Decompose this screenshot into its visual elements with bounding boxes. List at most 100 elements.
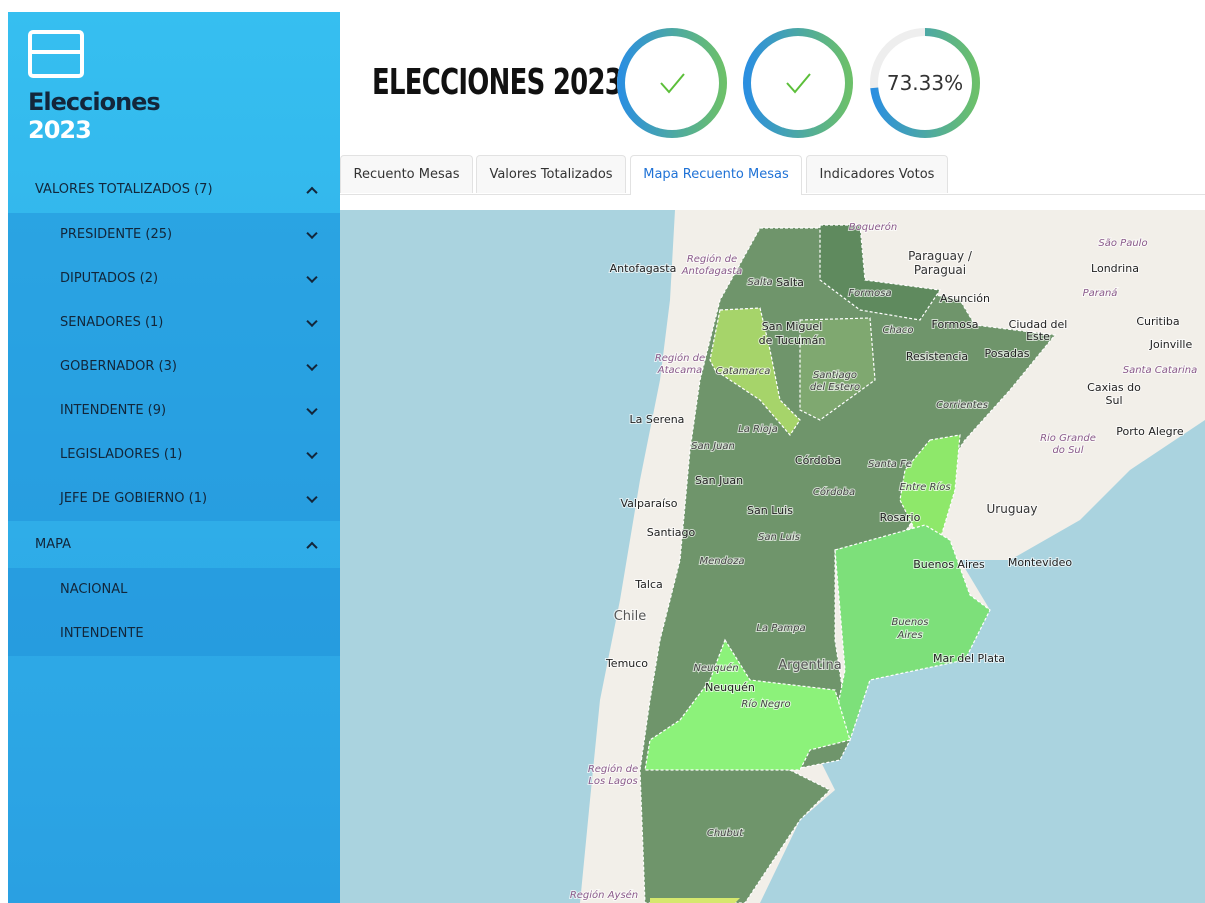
menu-item[interactable]: LEGISLADORES (1) [8, 433, 340, 477]
menu-item[interactable]: INTENDENTE [60, 626, 144, 641]
menu-item[interactable]: INTENDENTE (9) [8, 389, 340, 433]
progress-indicators: 73.33% [617, 28, 980, 138]
province [650, 898, 740, 903]
map-label: Santa Fe [868, 459, 912, 470]
map-label: Salta [776, 276, 804, 289]
map-label: Santiago [647, 526, 696, 539]
page-title: ELECCIONES 2023 [372, 62, 623, 103]
map-label: Joinville [1149, 338, 1193, 351]
tab[interactable]: Indicadores Votos [806, 155, 948, 193]
map-label: Resistencia [906, 350, 968, 363]
map-label: Argentina [778, 658, 841, 673]
logo-text: 2023 [28, 116, 92, 144]
progress-arc [617, 28, 727, 138]
map-label: Caxias do [1087, 381, 1141, 394]
progress-arc [870, 28, 980, 138]
map-label: Región de [588, 763, 638, 775]
map-label: Chaco [882, 325, 913, 336]
menu-item[interactable]: PRESIDENTE (25) [8, 213, 340, 257]
map-label: La Rioja [738, 424, 778, 435]
map-label: San Luis [747, 504, 793, 517]
map-label: del Estero [810, 382, 860, 393]
logo-icon [28, 30, 84, 78]
chevron-up [306, 186, 318, 199]
map-label: Paraguai [914, 263, 966, 277]
map-label: Rosario [880, 511, 921, 524]
map-label: Este [1026, 330, 1050, 343]
map-label: Temuco [605, 657, 648, 670]
map-label: Antofagasta [681, 266, 743, 277]
province [819, 224, 942, 321]
chevron-down [306, 491, 318, 504]
tab[interactable]: Recuento Mesas [340, 155, 473, 193]
map-label: Talca [634, 578, 662, 591]
map-label: Formosa [932, 318, 979, 331]
menu-item[interactable]: SENADORES (1) [8, 301, 340, 345]
map-label: Neuquén [705, 681, 755, 694]
map-label: Corrientes [936, 400, 988, 411]
province [644, 638, 851, 771]
map-label: Valparaíso [621, 497, 678, 510]
map-label: Porto Alegre [1116, 425, 1184, 438]
chevron-down [306, 359, 318, 372]
tabs: Recuento Mesas Valores Totalizados Mapa Re… [340, 155, 1205, 195]
check-icon [786, 73, 811, 94]
map-label: Región de [687, 253, 737, 265]
map-label: Santa Catarina [1123, 365, 1198, 376]
map-label: Ciudad del [1009, 318, 1068, 331]
province [709, 307, 801, 436]
menu-header[interactable]: VALORES TOTALIZADOS (7) [8, 167, 340, 213]
map-label: Región de [655, 352, 705, 364]
sidebar: Elecciones 2023 VALORES TOTALIZADOS (7) P… [8, 12, 340, 903]
map-label: Antofagasta [610, 262, 677, 275]
map-label: Chubut [707, 828, 744, 839]
menu-item[interactable]: DIPUTADOS (2) [8, 257, 340, 301]
map-label: de Tucumán [759, 334, 826, 347]
map-label: Aires [896, 630, 922, 641]
map-label: Buenos Aires [913, 558, 985, 571]
tab[interactable]: Mapa Recuento Mesas [630, 155, 802, 195]
progress-arc [743, 28, 853, 138]
map-label: Entre Ríos [899, 481, 950, 493]
menu-group: VALORES TOTALIZADOS (7) PRESIDENTE (25) DI… [8, 167, 340, 521]
check-icon [660, 73, 685, 94]
map-label: Atacama [657, 365, 702, 376]
map-label: Neuquén [693, 662, 738, 674]
map-label: Boquerón [849, 221, 897, 233]
map-label: Paraná [1083, 287, 1118, 299]
map-label: Córdoba [813, 486, 855, 498]
map-label: Catamarca [716, 366, 771, 377]
menu-header[interactable]: MAPA [8, 522, 340, 568]
menu-item[interactable]: GOBERNADOR (3) [8, 345, 340, 389]
map-label: San Miguel [762, 320, 823, 333]
chevron-down [306, 315, 318, 328]
map-label: Río Negro [741, 698, 790, 710]
map-label: Salta [747, 277, 772, 288]
map-label: Paraguay / [908, 249, 973, 263]
map-label: Asunción [940, 292, 990, 305]
map-label: Chile [614, 609, 647, 624]
map-label: Región Aysén [570, 889, 638, 901]
map-label: Curitiba [1136, 315, 1179, 328]
map-label: San Juan [691, 441, 735, 452]
map-label: Los Lagos [588, 776, 637, 787]
menu-group: MAPA NACIONAL INTENDENTE [8, 522, 340, 656]
map-label: Londrina [1091, 262, 1139, 275]
map-label: Mendoza [700, 556, 745, 567]
map-label: La Serena [630, 413, 685, 426]
tab[interactable]: Valores Totalizados [476, 155, 626, 193]
menu-item[interactable]: NACIONAL [60, 582, 128, 597]
chevron-down [306, 447, 318, 460]
logo-text: Elecciones [28, 88, 161, 116]
map-label: Mar del Plata [933, 652, 1005, 665]
province [834, 524, 991, 742]
map-label: San Juan [695, 474, 743, 487]
menu-item[interactable]: JEFE DE GOBIERNO (1) [8, 477, 340, 521]
map-label: Sul [1105, 394, 1122, 407]
map-label: Montevideo [1008, 556, 1073, 569]
menu-items: NACIONAL INTENDENTE [8, 568, 340, 656]
map-label: La Pampa [756, 623, 805, 634]
map: Boquerón Paraguay /Paraguai São Paulo Londr… [340, 210, 1205, 903]
map-label: Buenos [891, 617, 928, 628]
